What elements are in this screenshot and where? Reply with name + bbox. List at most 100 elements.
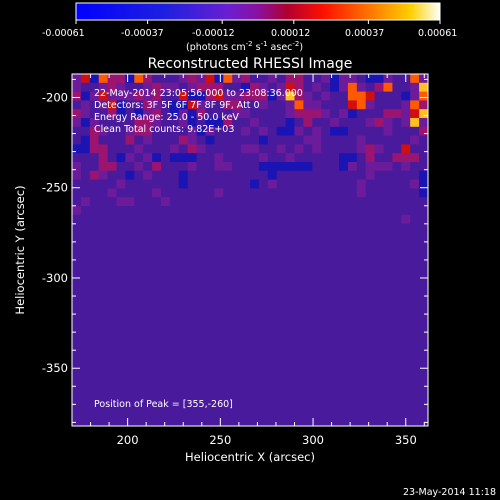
heatmap-cell xyxy=(214,241,224,251)
heatmap-cell xyxy=(276,197,286,207)
heatmap-cell xyxy=(410,162,420,172)
heatmap-cell xyxy=(241,241,251,251)
heatmap-cell xyxy=(321,241,331,251)
heatmap-cell xyxy=(169,294,180,304)
heatmap-cell xyxy=(285,294,295,304)
heatmap-cell xyxy=(72,417,82,427)
heatmap-cell xyxy=(419,91,429,101)
heatmap-cell xyxy=(161,329,171,339)
heatmap-cell xyxy=(187,311,197,321)
heatmap-cell xyxy=(232,364,242,374)
heatmap-cell xyxy=(196,302,206,312)
heatmap-cell xyxy=(285,399,295,409)
heatmap-cell xyxy=(152,206,162,216)
heatmap-cell xyxy=(152,144,162,154)
heatmap-cell xyxy=(205,135,215,145)
heatmap-cell xyxy=(161,373,171,383)
heatmap-cell xyxy=(232,188,242,198)
heatmap-cell xyxy=(258,329,269,339)
heatmap-cell xyxy=(232,302,242,312)
heatmap-cell xyxy=(356,144,367,154)
heatmap-cell xyxy=(312,197,322,207)
heatmap-cell xyxy=(347,197,358,207)
heatmap-cell xyxy=(392,346,402,356)
heatmap-cell xyxy=(89,390,100,400)
heatmap-cell xyxy=(143,135,153,145)
heatmap-cell xyxy=(347,408,358,418)
heatmap-cell xyxy=(232,267,242,277)
heatmap-cell xyxy=(258,223,269,233)
heatmap-cell xyxy=(98,91,108,101)
heatmap-cell xyxy=(410,206,420,216)
heatmap-cell xyxy=(80,338,91,348)
heatmap-cell xyxy=(410,250,420,260)
heatmap-cell xyxy=(116,91,126,101)
heatmap-cell xyxy=(214,126,224,136)
heatmap-cell xyxy=(410,399,420,409)
heatmap-cell xyxy=(107,285,117,295)
heatmap-cell xyxy=(72,74,82,84)
heatmap-cell xyxy=(258,302,269,312)
heatmap-cell xyxy=(383,373,393,383)
heatmap-cell xyxy=(205,170,215,180)
heatmap-cell xyxy=(383,346,393,356)
heatmap-cell xyxy=(196,100,206,110)
heatmap-cell xyxy=(365,346,375,356)
heatmap-cell xyxy=(214,82,224,92)
heatmap-cell xyxy=(80,373,91,383)
heatmap-cell xyxy=(241,170,251,180)
heatmap-cell xyxy=(205,355,215,365)
heatmap-cell xyxy=(321,206,331,216)
heatmap-cell xyxy=(161,364,171,374)
heatmap-cell xyxy=(178,417,189,427)
heatmap-cell xyxy=(312,100,322,110)
heatmap-cell xyxy=(303,320,313,330)
heatmap-cell xyxy=(241,285,251,295)
heatmap-cell xyxy=(330,179,340,189)
heatmap-cell xyxy=(285,276,295,286)
heatmap-cell xyxy=(392,82,402,92)
heatmap-cell xyxy=(401,338,411,348)
heatmap-cell xyxy=(312,320,322,330)
heatmap-cell xyxy=(116,188,126,198)
heatmap-cell xyxy=(107,320,117,330)
heatmap-cell xyxy=(356,100,367,110)
heatmap-cell xyxy=(401,258,411,268)
heatmap-cell xyxy=(419,214,429,224)
heatmap-cell xyxy=(72,153,82,163)
heatmap-cell xyxy=(98,100,108,110)
heatmap-cell xyxy=(152,364,162,374)
heatmap-cell xyxy=(312,118,322,128)
heatmap-cell xyxy=(321,320,331,330)
heatmap-cell xyxy=(214,197,224,207)
heatmap-cell xyxy=(339,100,349,110)
heatmap-cell xyxy=(330,390,340,400)
heatmap-cell xyxy=(365,162,375,172)
heatmap-cell xyxy=(258,144,269,154)
heatmap-cell xyxy=(223,355,233,365)
heatmap-cell xyxy=(339,144,349,154)
heatmap-cell xyxy=(250,346,260,356)
heatmap-cell xyxy=(98,162,108,172)
heatmap-cell xyxy=(72,126,82,136)
heatmap-cell xyxy=(169,399,180,409)
heatmap-cell xyxy=(107,153,117,163)
heatmap-cell xyxy=(321,267,331,277)
heatmap-cell xyxy=(107,197,117,207)
heatmap-cell xyxy=(187,408,197,418)
heatmap-cell xyxy=(223,276,233,286)
heatmap-cell xyxy=(125,170,135,180)
heatmap-cell xyxy=(401,118,411,128)
heatmap-cell xyxy=(356,258,367,268)
heatmap-cell xyxy=(98,188,108,198)
heatmap-cell xyxy=(116,100,126,110)
heatmap-cell xyxy=(205,258,215,268)
heatmap-cell xyxy=(89,144,100,154)
heatmap-cell xyxy=(98,346,108,356)
heatmap-cell xyxy=(303,373,313,383)
heatmap-cell xyxy=(214,311,224,321)
heatmap-cell xyxy=(392,408,402,418)
heatmap-cell xyxy=(383,294,393,304)
heatmap-cell xyxy=(356,153,367,163)
heatmap-cell xyxy=(98,417,108,427)
